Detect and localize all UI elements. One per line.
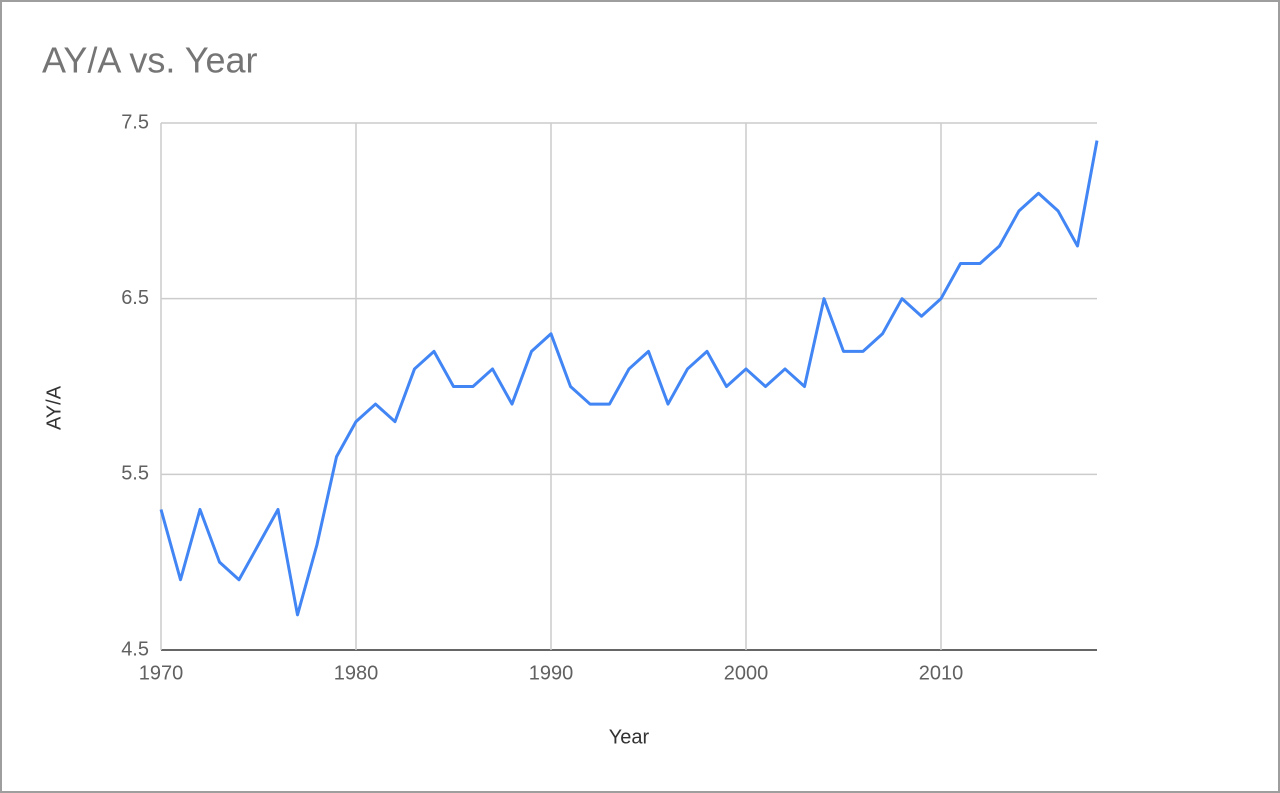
x-axis-title: Year [609,726,650,748]
x-tick-label: 2000 [724,662,769,684]
x-tick-label: 1970 [139,662,184,684]
x-tick-label: 1980 [334,662,379,684]
y-tick-label: 4.5 [121,638,149,660]
y-tick-label: 5.5 [121,463,149,485]
y-tick-label: 6.5 [121,287,149,309]
data-line [159,140,1099,617]
y-tick-label: 7.5 [121,111,149,133]
x-tick-label: 2010 [919,662,964,684]
chart-title: AY/A vs. Year [42,40,257,81]
y-axis-title: AY/A [43,385,65,430]
x-tick-label: 1990 [529,662,574,684]
